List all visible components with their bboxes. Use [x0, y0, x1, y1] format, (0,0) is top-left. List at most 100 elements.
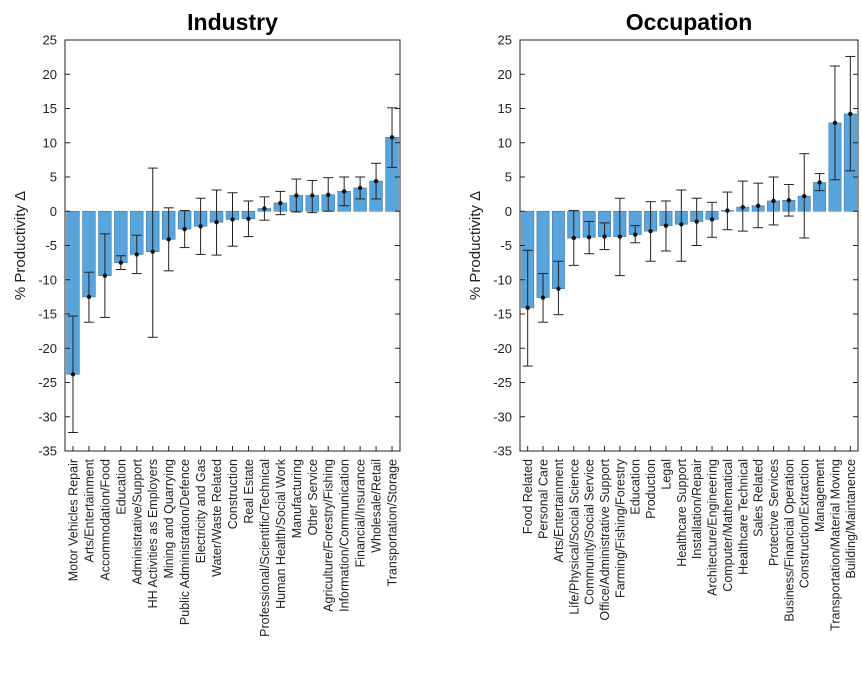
industry-category-label: Motor Vehicles Repair	[66, 459, 80, 581]
occupation-category-label: Computer/Mathematical	[721, 459, 735, 592]
occupation-point	[848, 111, 853, 117]
occupation-point	[832, 120, 838, 126]
industry-category-label: Education	[114, 459, 128, 515]
occupation-point	[540, 295, 546, 300]
occupation-y-tick-label: 25	[498, 33, 512, 48]
occupation-category-label: Community/Social Service	[583, 459, 597, 605]
occupation-point	[556, 286, 561, 291]
occupation-y-tick-label: 0	[505, 204, 512, 219]
occupation-y-tick-label: 15	[498, 101, 512, 116]
industry-category-label: Human Health/Social Work	[274, 458, 288, 609]
industry-point	[389, 135, 395, 140]
occupation-point	[586, 235, 592, 240]
occupation-category-label: Building/Maintanence	[844, 459, 858, 579]
industry-point	[341, 189, 347, 194]
industry-y-tick-label: 0	[50, 204, 57, 219]
occupation-y-tick-label: -30	[493, 409, 512, 424]
occupation-point	[802, 193, 807, 199]
industry-y-tick-label: -30	[38, 409, 57, 424]
industry-category-label: Information/Communication	[338, 459, 352, 612]
industry-point	[86, 294, 92, 300]
occupation-point	[648, 228, 653, 234]
occupation-y-tick-label: -15	[493, 307, 512, 322]
industry-point	[230, 217, 235, 222]
occupation-category-label: Legal	[659, 459, 673, 490]
industry-category-label: Real Estate	[242, 459, 256, 524]
industry-category-label: Water/Waste Related	[210, 459, 224, 577]
industry-category-label: Construction	[226, 459, 240, 529]
industry-y-tick-label: -25	[38, 375, 57, 390]
industry-category-label: Financial/Insurance	[354, 459, 368, 567]
industry-y-tick-label: 5	[50, 170, 57, 185]
occupation-category-label: Sales Related	[752, 459, 766, 537]
industry-category-label: Manufacturing	[290, 459, 304, 538]
occupation-y-tick-label: -25	[493, 375, 512, 390]
occupation-category-label: Production	[644, 459, 658, 519]
industry-point	[278, 200, 283, 206]
industry-point	[134, 252, 139, 257]
occupation-point	[771, 198, 776, 204]
y-axis-label-occupation: % Productivity Δ	[467, 191, 484, 300]
occupation-point	[755, 203, 761, 208]
industry-category-label: Arts/Entertainment	[82, 458, 96, 562]
occupation-category-label: Food Related	[521, 459, 535, 534]
occupation-point	[817, 180, 822, 185]
occupation-category-label: Personal Care	[537, 459, 551, 539]
occupation-category-label: Installation/Repair	[690, 459, 704, 559]
industry-category-label: Public Administration/Defence	[178, 459, 192, 625]
occupation-point	[617, 234, 623, 239]
occupation-y-tick-label: 10	[498, 135, 512, 150]
occupation-category-label: Architecture/Engineering	[706, 459, 720, 596]
occupation-point	[525, 305, 530, 311]
occupation-y-tick-label: -20	[493, 341, 512, 356]
industry-category-label: Transportation/Storage	[386, 459, 400, 586]
occupation-point	[602, 234, 607, 239]
occupation-category-label: Business/Financial Operation	[782, 459, 796, 622]
occupation-category-label: Transportation/Material Moving	[828, 459, 842, 631]
chart-title-industry: Industry	[187, 9, 278, 35]
industry-point	[214, 220, 219, 225]
occupation-y-tick-label: -5	[500, 238, 512, 253]
industry-point	[102, 273, 108, 278]
occupation-category-label: Office/Administrative Support	[598, 458, 612, 620]
industry-point	[198, 224, 203, 229]
industry-point	[150, 249, 155, 254]
occupation-point	[725, 208, 730, 213]
industry-y-tick-label: 20	[43, 67, 57, 82]
occupation-point	[633, 232, 638, 237]
occupation-y-tick-label: -35	[493, 444, 512, 459]
industry-point	[357, 185, 363, 191]
industry-category-label: Wholesale/Retail	[370, 459, 384, 553]
occupation-category-label: Management	[813, 458, 827, 531]
occupation-category-label: Farming/Fishing/Forestry	[613, 458, 627, 598]
industry-category-label: Agriculture/Forestry/Fishing	[322, 459, 336, 612]
occupation-point	[679, 222, 684, 227]
industry-category-label: HH Activities as Employers	[146, 459, 160, 608]
industry-category-label: Accommodation/Food	[98, 459, 112, 581]
occupation-category-label: Construction/Extraction	[798, 459, 812, 588]
occupation-y-tick-label: -10	[493, 272, 512, 287]
occupation-point	[786, 198, 792, 203]
industry-point	[326, 192, 331, 198]
occupation-category-label: Healthcare Support	[675, 458, 689, 566]
occupation-category-label: Protective Services	[767, 459, 781, 566]
y-axis-label-industry: % Productivity Δ	[12, 191, 29, 300]
occupation-category-label: Arts/Entertainment	[552, 458, 566, 562]
industry-point	[182, 226, 187, 232]
occupation-point	[663, 223, 669, 228]
industry-point	[262, 206, 267, 211]
occupation-axes-box	[519, 39, 859, 452]
occupation-category-label: Education	[629, 459, 643, 515]
industry-y-tick-label: 10	[43, 135, 57, 150]
occupation-point	[709, 217, 715, 222]
industry-point	[310, 193, 315, 198]
industry-category-label: Mining and Quarrying	[162, 459, 176, 579]
industry-y-tick-label: 25	[43, 33, 57, 48]
industry-category-label: Administrative/Support	[130, 458, 144, 584]
industry-point	[70, 372, 76, 377]
chart-title-occupation: Occupation	[626, 9, 753, 35]
industry-chart: -35 -30 -25 -20 -15 -10 -5 0 5 10 15 20 25 Motor Vehi…	[12, 9, 401, 637]
industry-bar	[114, 210, 128, 263]
occupation-point	[694, 219, 699, 224]
